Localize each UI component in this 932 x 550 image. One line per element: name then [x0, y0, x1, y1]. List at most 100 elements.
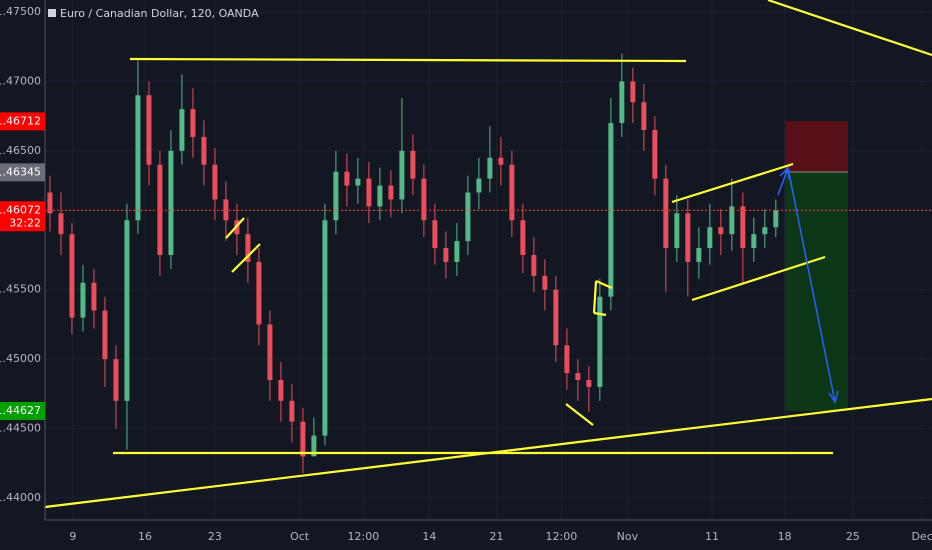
x-tick-label: Nov	[617, 530, 639, 543]
candle-body	[102, 310, 108, 360]
candle-body	[751, 234, 757, 249]
x-tick-label: 11	[705, 530, 719, 543]
trend-line	[44, 397, 932, 509]
candle-body	[674, 213, 680, 249]
candle-body	[289, 400, 295, 422]
candle-body	[619, 81, 625, 124]
upper-trend-line	[767, 0, 932, 57]
x-tick-label: 21	[489, 530, 503, 543]
candle-body	[487, 157, 493, 179]
arrow-head	[828, 390, 839, 404]
candle-body	[212, 164, 218, 200]
flag-line	[593, 311, 607, 317]
x-tick-label: 14	[422, 530, 436, 543]
candle-body	[135, 95, 141, 221]
candle-body	[410, 150, 416, 179]
candle-body	[575, 373, 581, 380]
candle-body	[256, 261, 262, 325]
axes: 1.47500 1.47000 1.46500 1.45500 1.45000 1.445…	[0, 5, 932, 543]
candle-body	[597, 296, 603, 387]
candle-body	[696, 248, 702, 262]
flag-line	[231, 243, 261, 273]
candle-body	[157, 164, 163, 255]
candle-body	[718, 227, 724, 235]
candle-body	[377, 185, 383, 207]
candle-body	[344, 171, 350, 186]
flag-line	[595, 279, 613, 290]
target-zone	[785, 172, 848, 411]
candle-body	[69, 234, 75, 318]
candle-body	[267, 324, 273, 380]
x-tick-label: Dec	[911, 530, 932, 543]
candle-body	[388, 185, 394, 200]
countdown: 32:22	[9, 216, 41, 229]
candle-body	[729, 206, 735, 235]
candle-body	[47, 192, 53, 214]
candle-body	[366, 178, 372, 207]
flag-line	[225, 217, 245, 239]
x-tick-label: 16	[138, 530, 152, 543]
y-tick-label: 1.45500	[0, 283, 41, 296]
candle-body	[113, 359, 119, 401]
stop-zone	[785, 121, 848, 172]
candle-body	[278, 380, 284, 401]
candle-body	[245, 234, 251, 262]
candle-body	[432, 220, 438, 249]
candle-body	[322, 220, 328, 436]
x-tick-label: 25	[846, 530, 860, 543]
price-badge	[0, 112, 45, 131]
channel-top	[671, 162, 794, 204]
candle-body	[201, 136, 207, 165]
candle-body	[179, 109, 185, 151]
candle-body	[498, 157, 504, 165]
candle-body	[333, 171, 339, 221]
projection-arrow	[787, 167, 836, 403]
drawings	[44, 0, 932, 509]
x-tick-label: 12:00	[348, 530, 380, 543]
channel-bottom	[691, 255, 826, 302]
y-tick-label: 1.46500	[0, 144, 41, 157]
price-badge	[0, 163, 45, 182]
candle-body	[641, 102, 647, 130]
candle-body	[311, 435, 317, 457]
candle-body	[399, 150, 405, 200]
candle-body	[58, 213, 64, 235]
flag-line	[592, 280, 598, 314]
candle-body	[124, 220, 130, 401]
price-badge-label: 1.46345	[0, 165, 41, 178]
candles	[47, 53, 779, 474]
symbol-icon	[48, 9, 56, 17]
candle-body	[542, 275, 548, 290]
chart-title: Euro / Canadian Dollar, 120, OANDA	[60, 7, 259, 20]
y-tick-label: 1.45000	[0, 352, 41, 365]
x-tick-label: 18	[778, 530, 792, 543]
candle-body	[685, 213, 691, 262]
candle-body	[520, 220, 526, 255]
x-tick-label: 9	[69, 530, 76, 543]
candle-body	[586, 380, 592, 387]
candle-body	[146, 95, 152, 165]
candle-body	[355, 178, 361, 186]
candle-body	[630, 81, 636, 103]
wedge-line	[565, 403, 594, 426]
projection-arrow	[777, 167, 789, 196]
candle-body	[553, 289, 559, 346]
price-badge-label: 1.46072	[0, 203, 41, 216]
x-tick-label: Oct	[290, 530, 310, 543]
candle-body	[652, 130, 658, 179]
candle-body	[773, 210, 779, 228]
candle-body	[476, 178, 482, 193]
candle-body	[531, 255, 537, 276]
candle-body	[300, 421, 306, 457]
candle-body	[762, 227, 768, 235]
price-badge	[0, 401, 45, 420]
candle-body	[80, 282, 86, 318]
candle-body	[91, 282, 97, 311]
x-tick-label: 23	[208, 530, 222, 543]
candle-body	[564, 345, 570, 374]
price-badge	[0, 201, 45, 232]
y-tick-label: 1.47000	[0, 74, 41, 87]
